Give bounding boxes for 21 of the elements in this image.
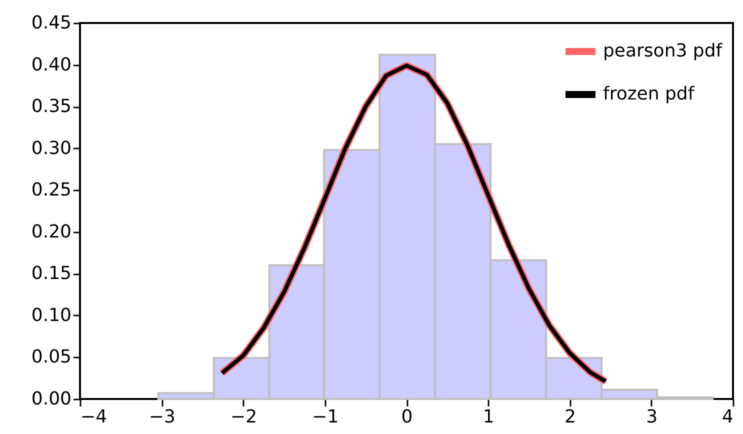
x-tick-label: 4 [722, 406, 734, 428]
y-tick-label: 0.30 [31, 138, 72, 159]
y-tick-label: 0.10 [31, 304, 72, 326]
x-tick-label: −3 [148, 406, 176, 428]
legend-label: frozen pdf [603, 84, 695, 104]
y-tick-label: 0.05 [31, 346, 72, 368]
y-tick-label: 0.25 [31, 180, 72, 201]
y-tick-label: 0.40 [31, 54, 72, 76]
y-tick-label: 0.15 [31, 263, 72, 284]
y-tick-label: 0.00 [31, 388, 72, 410]
y-tick-label: 0.45 [31, 12, 72, 34]
x-tick-label: 0 [401, 406, 413, 428]
x-tick-label: 2 [564, 406, 576, 428]
y-tick-label: 0.20 [31, 221, 72, 242]
legend-label: pearson3 pdf [603, 40, 723, 62]
x-tick-label: −2 [230, 406, 258, 428]
y-tick-label: 0.35 [31, 96, 72, 118]
x-tick-label: −4 [80, 406, 108, 428]
x-tick-label: −1 [312, 406, 339, 428]
x-tick-label: 1 [482, 406, 494, 428]
x-tick-label: 3 [646, 406, 658, 428]
